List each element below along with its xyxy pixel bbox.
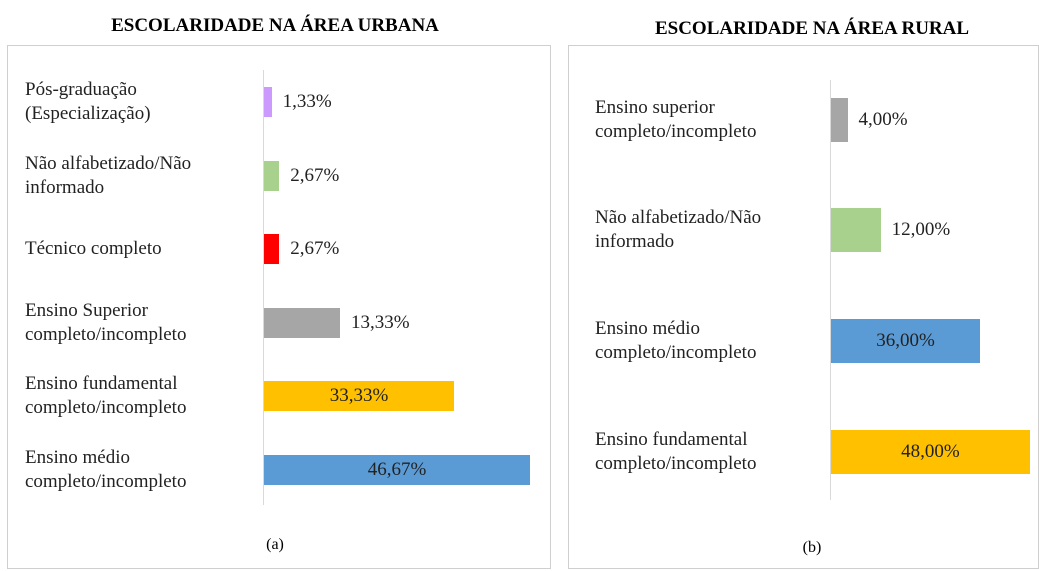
category-label: Pós-graduação (Especialização) (25, 79, 151, 124)
value-label: 2,67% (290, 238, 340, 259)
category-label: Ensino médio completo/incompleto (25, 447, 187, 492)
axis-line (263, 70, 264, 505)
value-label: 48,00% (901, 441, 960, 462)
panel-label: (b) (802, 539, 822, 556)
category-label: Ensino médio completo/incompleto (595, 318, 757, 363)
value-label: 13,33% (350, 312, 410, 333)
panel-a (7, 45, 551, 569)
category-label: Ensino fundamental completo/incompleto (595, 429, 757, 474)
category-label: Ensino superior completo/incompleto (595, 97, 757, 142)
bar (264, 455, 531, 485)
bar (264, 308, 340, 338)
bar (831, 319, 981, 363)
bar (264, 161, 280, 191)
bar (831, 430, 1030, 474)
bar (264, 234, 280, 264)
value-label: 36,00% (876, 330, 935, 351)
panel-label: (a) (266, 536, 284, 553)
category-label: Ensino Superior completo/incompleto (25, 300, 187, 345)
value-label: 1,33% (282, 91, 332, 112)
chart-title: ESCOLARIDADE NA ÁREA URBANA (111, 15, 439, 36)
value-label: 2,67% (290, 165, 340, 186)
category-label: Técnico completo (25, 238, 162, 259)
value-label: 46,67% (367, 459, 427, 480)
axis-line (830, 80, 831, 500)
bar (264, 87, 272, 117)
category-label: Não alfabetizado/Não informado (595, 207, 762, 252)
category-label: Ensino fundamental completo/incompleto (25, 373, 187, 418)
bar (831, 208, 881, 252)
value-label: 12,00% (891, 219, 951, 240)
value-label: 4,00% (858, 109, 908, 130)
bar (831, 98, 848, 142)
bar (264, 381, 454, 411)
category-label: Não alfabetizado/Não informado (25, 153, 192, 198)
value-label: 33,33% (329, 385, 389, 406)
chart-title: ESCOLARIDADE NA ÁREA RURAL (654, 18, 970, 39)
